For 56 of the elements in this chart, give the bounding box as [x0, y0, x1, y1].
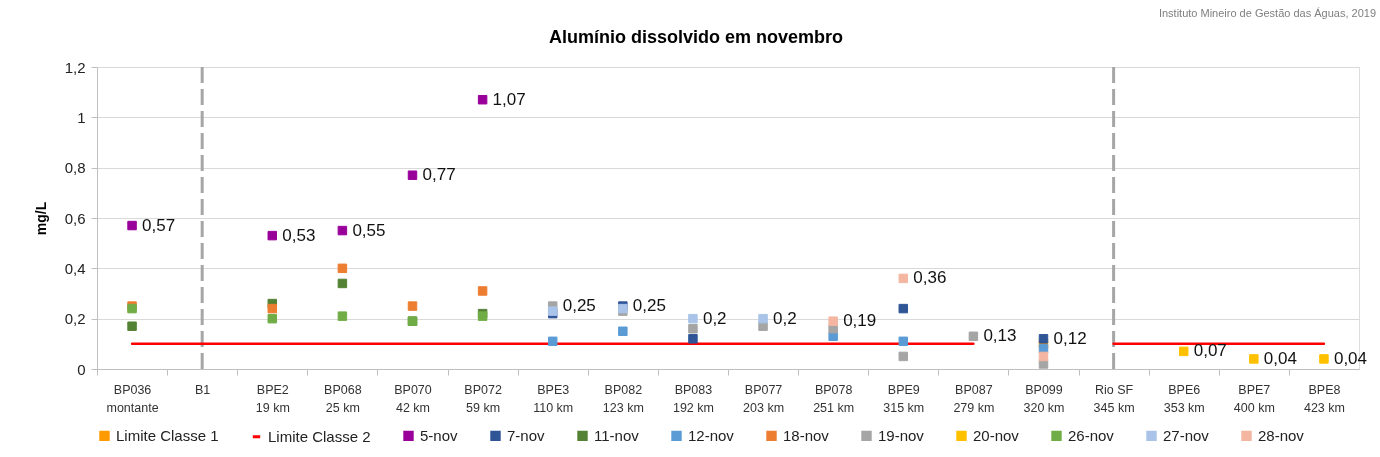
x-tick-label: BP082 123 km: [602, 382, 644, 415]
y-tick-label: 0,4: [64, 259, 86, 277]
x-tick-label: B1: [195, 382, 211, 397]
legend-label: 20-nov: [973, 426, 1020, 444]
x-tick-label: BPE7 400 km: [1233, 382, 1275, 415]
legend-label: 12-nov: [688, 426, 735, 444]
y-tick-label: 0,6: [64, 209, 86, 227]
x-tick-label: BP087 279 km: [953, 382, 995, 415]
text: Instituto Mineiro de Gestão das Águas, 2019: [1158, 7, 1376, 19]
legend-label: 5-nov: [420, 426, 459, 444]
y-axis-title: mg/L: [32, 201, 49, 236]
data-label: 0,2: [773, 308, 797, 328]
x-tick-label: BP072 59 km: [464, 382, 502, 415]
x-tick-label: BP077 203 km: [743, 382, 785, 415]
x-tick-label: BP036 montante: [106, 382, 159, 415]
x-tick-label: BPE6 353 km: [1163, 382, 1205, 415]
data-label: 0,77: [422, 165, 456, 185]
x-tick-label: BPE8 423 km: [1303, 382, 1345, 415]
legend-label: 11-nov: [594, 426, 640, 444]
data-label: 0,25: [632, 296, 666, 316]
data-label: 0,25: [562, 296, 596, 316]
legend-label: 19-nov: [878, 426, 925, 444]
data-label: 0,55: [352, 220, 386, 240]
chart-title: Alumínio dissolvido em novembro: [548, 27, 844, 47]
legend-label: 7-nov: [507, 426, 546, 444]
legend-label: 27-nov: [1163, 426, 1210, 444]
x-tick-label: BPE9 315 km: [883, 382, 925, 415]
data-label: 0,36: [913, 268, 947, 288]
x-tick-label: BP068 25 km: [324, 382, 362, 415]
data-label: 0,2: [702, 308, 727, 328]
data-label: 0,04: [1333, 348, 1368, 368]
x-tick-label: BP099 320 km: [1023, 382, 1065, 415]
data-label: 0,53: [282, 225, 316, 245]
x-tick-label: BPE3 110 km: [533, 382, 574, 415]
legend-label: 26-nov: [1068, 426, 1115, 444]
y-tick-label: 0: [77, 360, 86, 378]
legend-label: 18-nov: [783, 426, 830, 444]
y-tick-label: 0,2: [64, 310, 86, 328]
y-tick-label: 0,8: [64, 159, 86, 177]
x-tick-label: BP070 42 km: [394, 382, 432, 415]
y-tick-label: 1: [77, 108, 86, 126]
data-label: 0,07: [1193, 341, 1227, 361]
legend-label: 28-nov: [1258, 426, 1305, 444]
data-label: 0,57: [142, 215, 176, 235]
data-label: 0,13: [983, 326, 1017, 346]
x-tick-label: Rio SF 345 km: [1093, 382, 1135, 415]
x-tick-label: BPE2 19 km: [255, 382, 290, 415]
y-tick-label: 1,2: [64, 58, 86, 76]
data-label: 0,04: [1263, 348, 1297, 368]
legend-label: Limite Classe 1: [116, 426, 219, 444]
data-label: 1,07: [492, 89, 526, 109]
data-label: 0,19: [843, 311, 877, 331]
data-label: 0,12: [1053, 328, 1087, 348]
x-tick-label: BP078 251 km: [813, 382, 855, 415]
x-tick-label: BP083 192 km: [672, 382, 714, 415]
legend-label: Limite Classe 2: [268, 427, 371, 445]
